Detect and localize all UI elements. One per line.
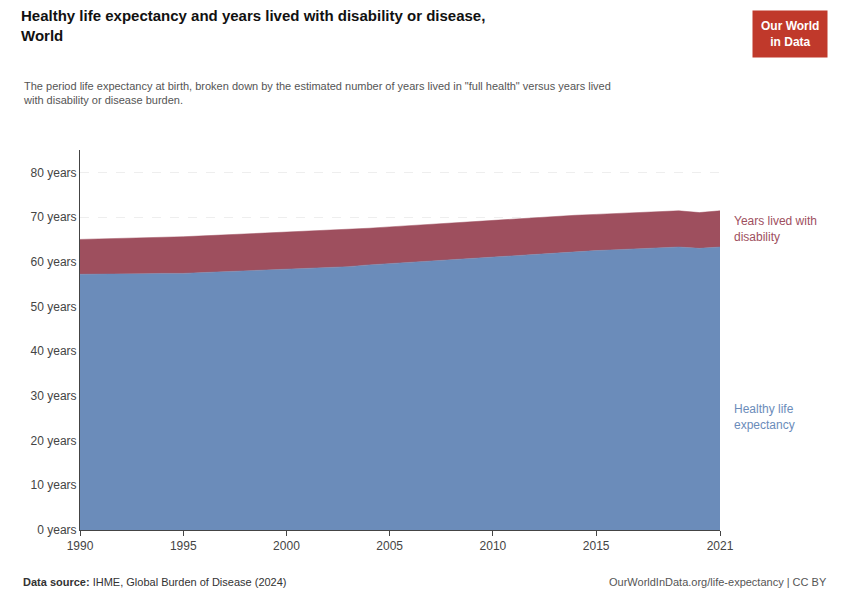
- svg-text:20 years: 20 years: [31, 434, 77, 448]
- svg-text:2000: 2000: [273, 539, 300, 553]
- svg-text:50 years: 50 years: [31, 300, 77, 314]
- svg-text:1995: 1995: [170, 539, 197, 553]
- svg-text:60 years: 60 years: [31, 255, 77, 269]
- svg-text:Data source: IHME, Global Burd: Data source: IHME, Global Burden of Dise…: [23, 576, 287, 588]
- svg-text:30 years: 30 years: [31, 389, 77, 403]
- svg-text:Healthy life expectancy and ye: Healthy life expectancy and years lived …: [21, 7, 485, 44]
- svg-text:2021: 2021: [707, 539, 734, 553]
- svg-text:40 years: 40 years: [31, 344, 77, 358]
- svg-text:The period life expectancy at: The period life expectancy at birth, bro…: [23, 80, 611, 106]
- svg-text:10 years: 10 years: [31, 478, 77, 492]
- svg-text:OurWorldInData.org/life-expect: OurWorldInData.org/life-expectancy | CC …: [609, 576, 827, 588]
- svg-text:2010: 2010: [480, 539, 507, 553]
- svg-text:Years lived withdisability: Years lived withdisability: [734, 214, 817, 244]
- svg-text:2015: 2015: [583, 539, 610, 553]
- svg-text:Our Worldin Data: Our Worldin Data: [761, 19, 819, 49]
- svg-text:1990: 1990: [67, 539, 94, 553]
- svg-text:Healthy lifeexpectancy: Healthy lifeexpectancy: [734, 402, 795, 432]
- svg-text:70 years: 70 years: [31, 210, 77, 224]
- svg-text:2005: 2005: [376, 539, 403, 553]
- svg-text:80 years: 80 years: [31, 166, 77, 180]
- svg-text:0 years: 0 years: [37, 523, 76, 537]
